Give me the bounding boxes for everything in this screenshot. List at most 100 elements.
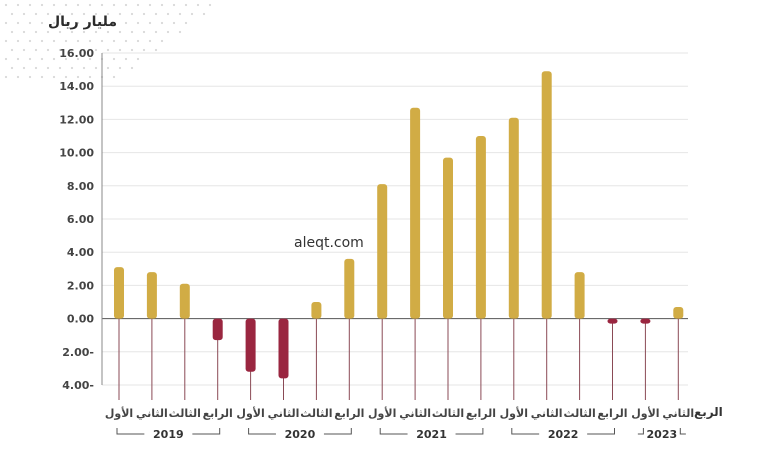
year-bracket [116,428,221,435]
decor-dot [28,39,32,43]
decor-dot [34,12,38,16]
decor-dot [16,3,20,7]
decor-dot [76,57,80,61]
x-tick-label: الثالث [432,407,464,420]
bar [410,107,421,319]
decor-dot [106,66,110,70]
year-bracket [511,428,615,435]
decor-dot [106,12,110,16]
bar [311,302,322,319]
decor-dot [106,30,110,34]
year-label: 2019 [153,428,184,441]
decor-dot [118,48,122,52]
x-tick-label: الثاني [399,407,431,420]
decor-dot [94,66,98,70]
y-tick-label: 12.00 [59,113,94,126]
x-tick-label: الثاني [662,407,694,420]
decor-dot [202,12,206,16]
decor-dot [160,21,164,25]
decor-dot [208,3,212,7]
decor-dot [148,3,152,7]
decor-dot [52,3,56,7]
decor-dot [4,21,8,25]
decor-dot [112,75,116,79]
decor-dot [70,12,74,16]
decor-dot [112,3,116,7]
decor-dot [70,66,74,70]
bar [640,318,651,324]
y-tick-label: 4.00 [67,246,94,259]
x-tick-label: الثالث [300,407,332,420]
decor-dot [40,57,44,61]
decor-dot [22,12,26,16]
decor-dot [58,12,62,16]
y-tick-label: 14.00 [59,80,94,93]
bar [344,258,355,319]
decor-dot [40,39,44,43]
decor-dot [76,21,80,25]
decor-dot [184,21,188,25]
year-label: 2022 [548,428,579,441]
decor-dot [130,12,134,16]
x-tick-label: الأول [631,406,659,420]
decor-dot [184,3,188,7]
decor-dot [112,39,116,43]
decor-dot [136,57,140,61]
decor-dot [64,57,68,61]
x-axis-title: الربع [694,405,723,419]
decor-dot [22,30,26,34]
x-tick-label: الثالث [169,407,201,420]
decor-dot [136,21,140,25]
y-tick-label: 6.00 [67,213,94,226]
decor-dot [46,30,50,34]
decor-dot [16,57,20,61]
x-tick-label: الثاني [531,407,563,420]
bar [146,272,157,319]
x-axis-labels: الأول الثاني الثالث الرابع الأول الثاني الثالث… [105,406,694,420]
decor-dot [28,21,32,25]
decor-dot [88,39,92,43]
x-tick-label: الأول [368,406,396,420]
decor-dot [154,30,158,34]
decor-dot [88,3,92,7]
decor-dot [82,30,86,34]
decor-dot [4,57,8,61]
decor-dot [58,48,62,52]
decor-dot [136,39,140,43]
decor-dot [196,3,200,7]
decor-dot [124,57,128,61]
decor-dot [46,66,50,70]
year-label: 2020 [285,428,316,441]
decor-dot [82,66,86,70]
decor-dot [76,39,80,43]
decor-dot [28,3,32,7]
bar [475,136,486,319]
decor-dot [64,75,68,79]
decor-dot [118,12,122,16]
bar [377,184,388,319]
decor-dot [40,75,44,79]
decor-dot [64,3,68,7]
x-tick-label: الرابع [466,407,496,420]
year-brackets: 2019 2020 2021 2022 2023 [116,428,686,441]
dot-pattern-decoration [4,3,212,79]
bar [541,71,552,319]
decor-dot [112,21,116,25]
decor-dot [130,30,134,34]
decor-dot [124,39,128,43]
decor-dot [4,75,8,79]
decor-dot [142,48,146,52]
decor-dot [16,21,20,25]
decor-dot [94,30,98,34]
decor-dot [52,75,56,79]
decor-dot [136,3,140,7]
decor-dot [124,21,128,25]
year-bracket [637,428,686,435]
decor-dot [46,48,50,52]
decor-dot [16,75,20,79]
decor-dot [106,48,110,52]
decor-dot [70,30,74,34]
x-tick-label: الرابع [597,407,627,420]
watermark-text: aleqt.com [294,235,364,251]
decor-dot [118,66,122,70]
